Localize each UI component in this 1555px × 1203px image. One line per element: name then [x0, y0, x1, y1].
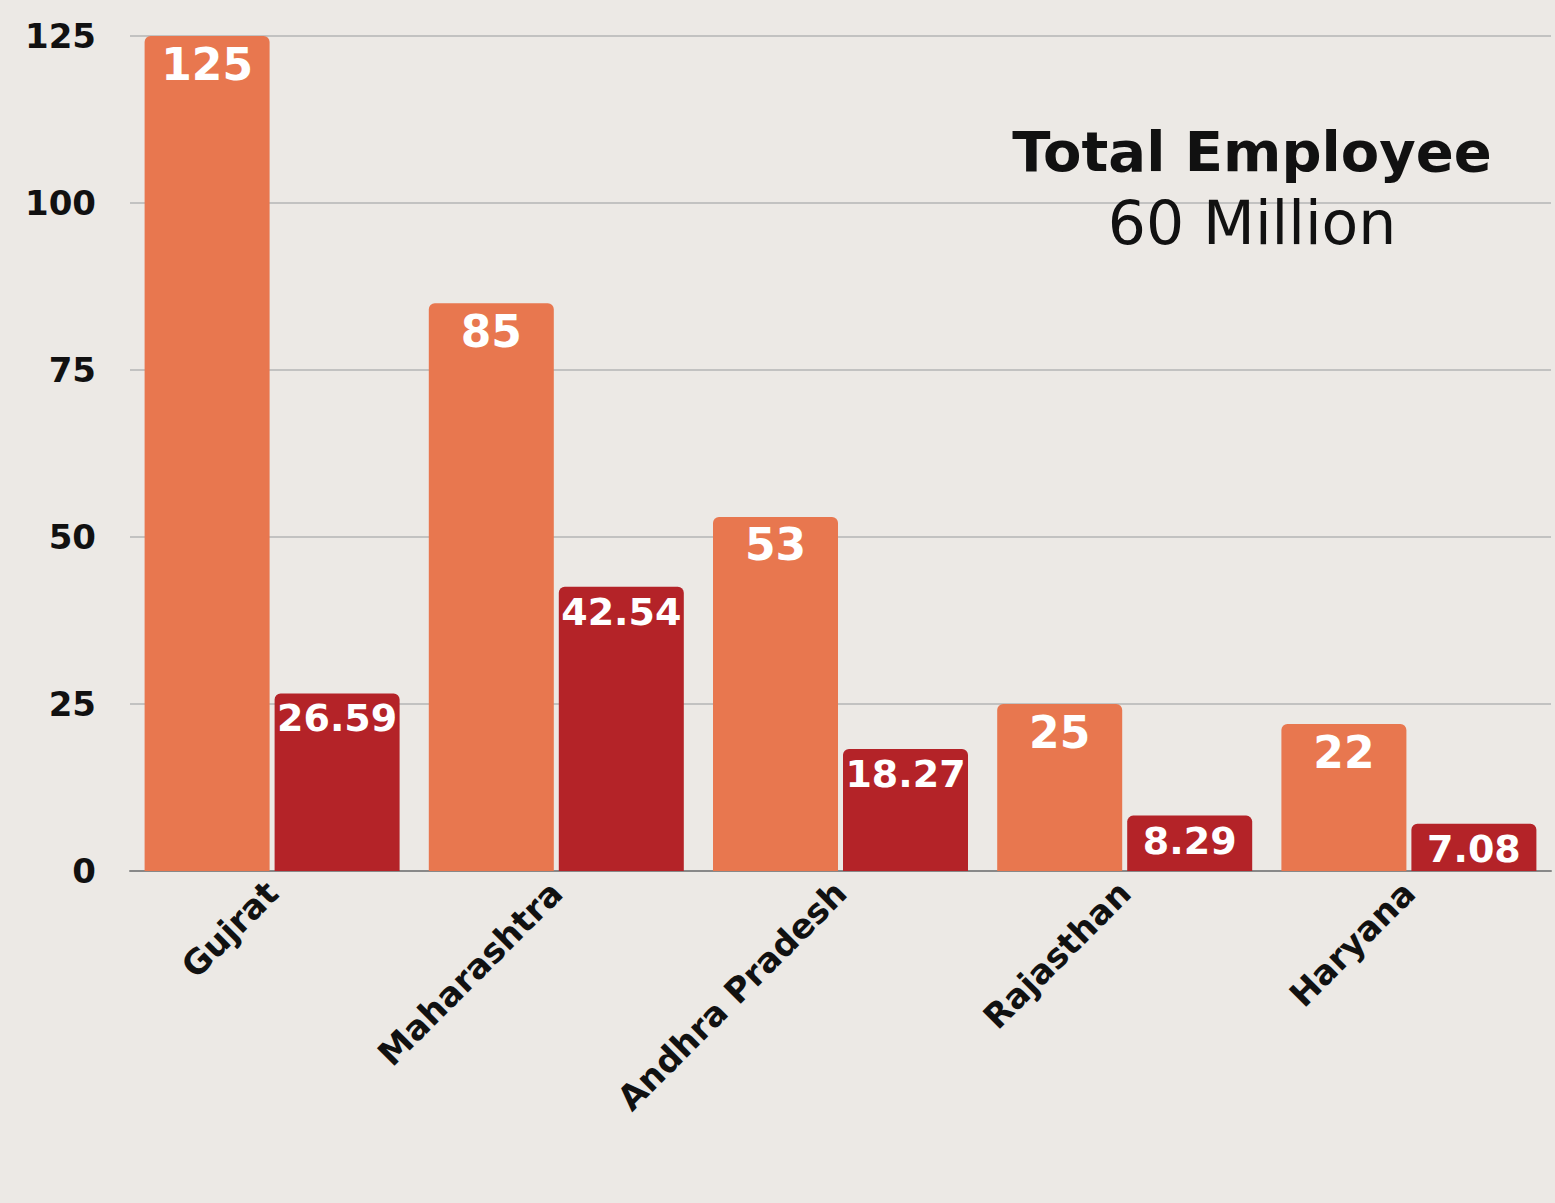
- svg-text:Rajasthan: Rajasthan: [975, 873, 1139, 1037]
- svg-text:75: 75: [49, 350, 96, 390]
- svg-text:125: 125: [25, 16, 96, 56]
- svg-text:22: 22: [1313, 727, 1374, 778]
- svg-text:Haryana: Haryana: [1281, 873, 1423, 1015]
- svg-text:42.54: 42.54: [561, 590, 681, 634]
- svg-text:18.27: 18.27: [845, 752, 965, 796]
- svg-text:53: 53: [745, 519, 806, 570]
- svg-text:125: 125: [161, 39, 253, 90]
- svg-text:25: 25: [1029, 707, 1090, 758]
- svg-text:Maharashtra: Maharashtra: [370, 873, 571, 1074]
- svg-text:8.29: 8.29: [1143, 819, 1237, 863]
- svg-text:100: 100: [25, 183, 96, 223]
- svg-text:Total Employee: Total Employee: [1012, 119, 1491, 184]
- svg-text:Andhra Pradesh: Andhra Pradesh: [609, 873, 854, 1118]
- svg-text:25: 25: [49, 684, 96, 724]
- svg-text:50: 50: [49, 517, 96, 557]
- svg-text:7.08: 7.08: [1427, 827, 1521, 871]
- svg-text:0: 0: [72, 851, 96, 891]
- svg-text:26.59: 26.59: [277, 696, 397, 740]
- svg-text:60 Million: 60 Million: [1108, 188, 1397, 258]
- svg-text:Gujrat: Gujrat: [173, 873, 286, 986]
- svg-text:85: 85: [461, 306, 522, 357]
